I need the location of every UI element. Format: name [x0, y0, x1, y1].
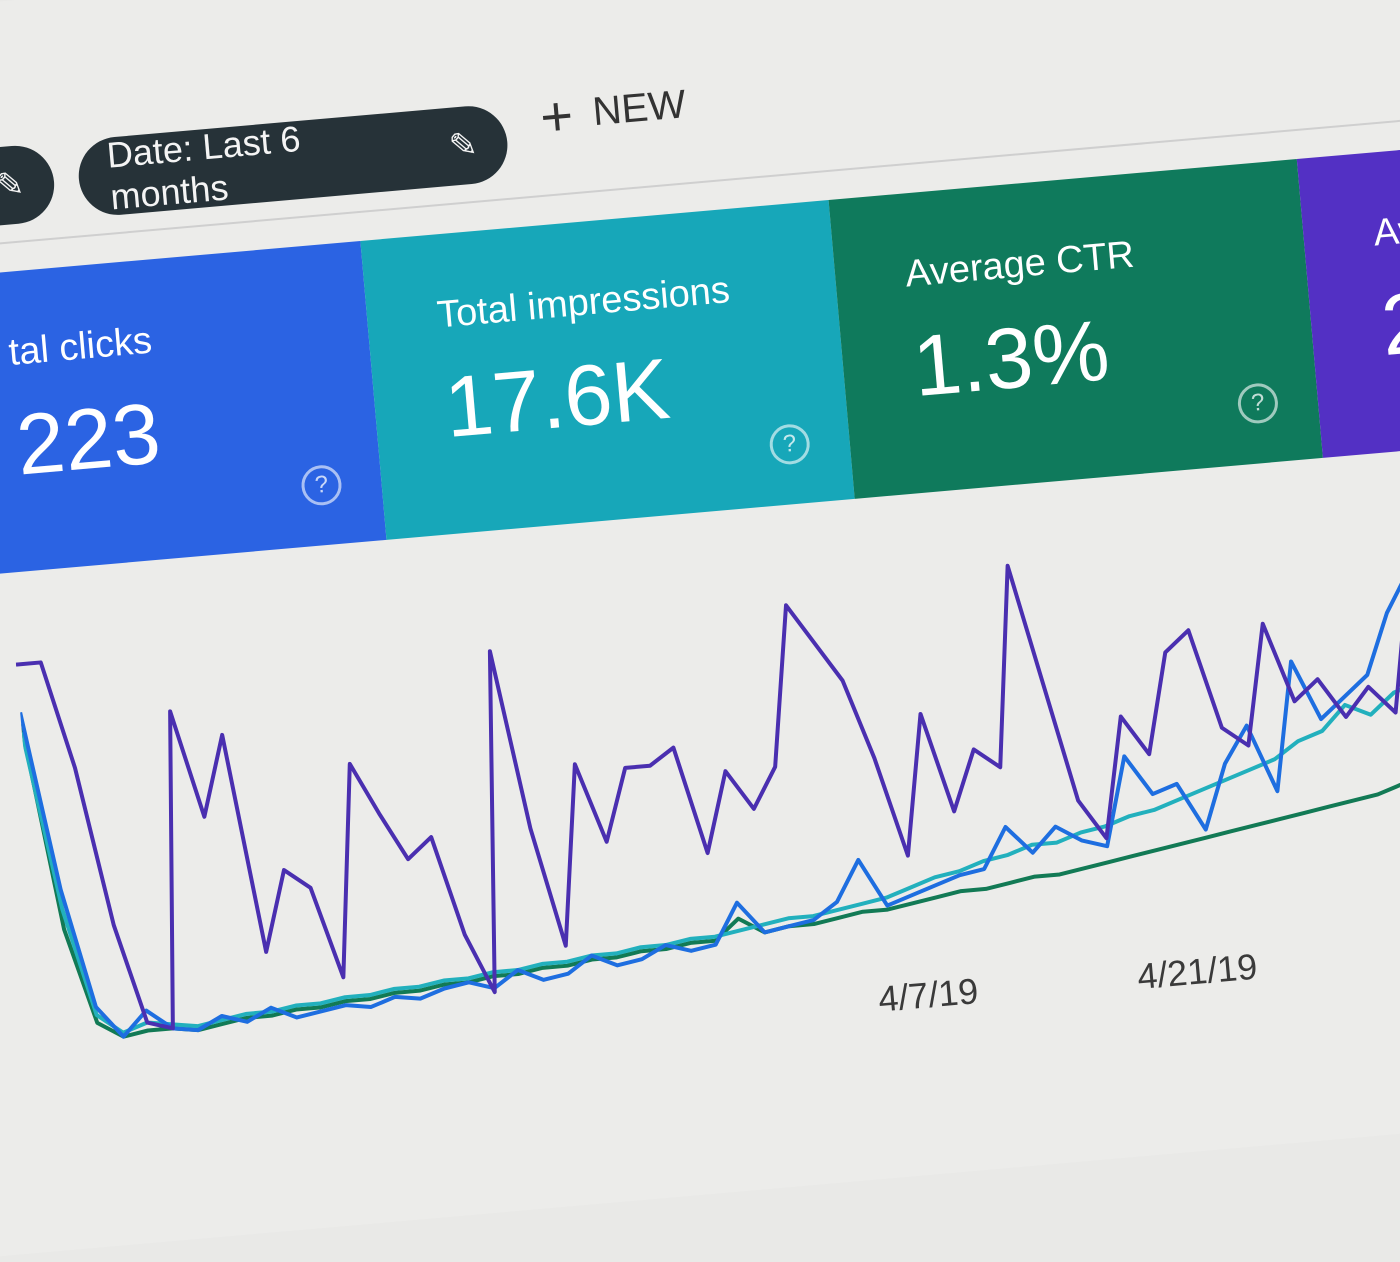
metric-label: Total impressions: [435, 269, 732, 337]
metric-tile-impressions[interactable]: Total impressions 17.6K ?: [360, 200, 855, 540]
question-circle-icon[interactable]: ?: [1236, 381, 1280, 426]
chart-lines: [15, 527, 1400, 1039]
question-circle-icon[interactable]: ?: [768, 422, 812, 467]
metric-value: 2: [1377, 274, 1400, 375]
x-tick-label: 4/21/19: [1135, 945, 1259, 997]
metric-tile-ctr[interactable]: Average CTR 1.3% ?: [828, 159, 1323, 499]
question-circle-icon[interactable]: ?: [299, 463, 344, 507]
new-button-label: NEW: [590, 82, 688, 135]
filter-chip[interactable]: ✎: [0, 142, 58, 234]
series-line: [18, 527, 1400, 1039]
pencil-icon[interactable]: ✎: [0, 165, 26, 206]
x-tick-label: 4/7/19: [876, 970, 980, 1020]
metric-label: Ave: [1371, 207, 1400, 255]
plus-icon: +: [537, 83, 576, 149]
pencil-icon[interactable]: ✎: [447, 125, 480, 166]
performance-chart: 4/7/19 4/21/19: [14, 512, 1400, 1161]
date-filter-chip[interactable]: Date: Last 6 months ✎: [75, 102, 511, 219]
series-line: [19, 670, 1400, 1035]
date-filter-label: Date: Last 6 months: [105, 117, 303, 218]
metric-tile-clicks[interactable]: tal clicks 223 ?: [0, 240, 387, 581]
new-filter-button[interactable]: + NEW: [537, 72, 688, 149]
series-line: [15, 527, 1400, 1031]
metric-label: tal clicks: [6, 319, 154, 374]
metric-label: Average CTR: [903, 233, 1136, 296]
